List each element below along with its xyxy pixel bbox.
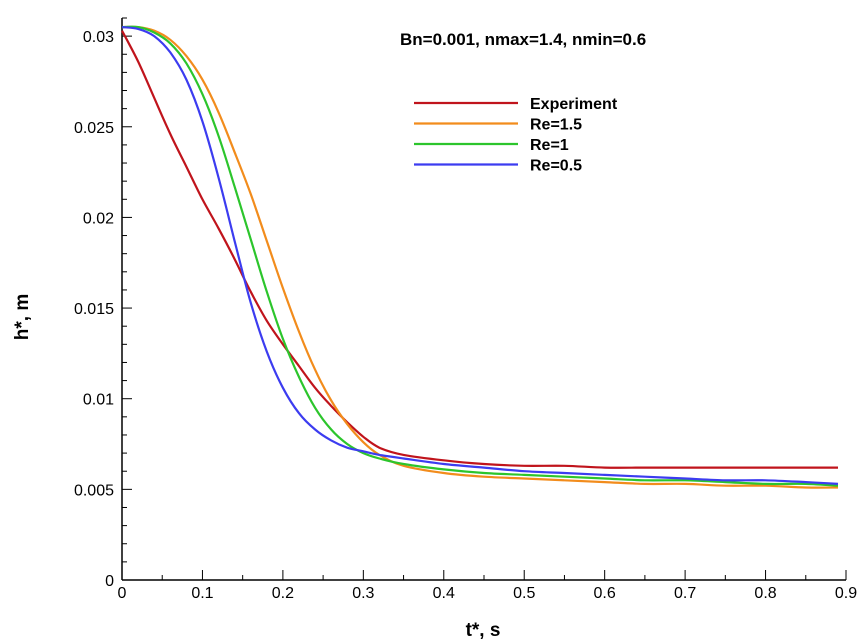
x-tick-label: 0.4 <box>433 585 455 602</box>
series-line-re-0-5 <box>121 26 839 485</box>
legend-label-re-1-5: Re=1.5 <box>530 117 582 134</box>
x-tick-label: 0.8 <box>754 585 776 602</box>
y-tick-label: 0.01 <box>83 392 114 409</box>
series-line-experiment <box>121 30 838 469</box>
legend: Experiment Re=1.5 Re=1 Re=0.5 <box>414 96 618 175</box>
legend-label-re-0-5: Re=0.5 <box>530 158 582 175</box>
x-tick-label: 0.7 <box>674 585 696 602</box>
x-tick-label: 0.1 <box>191 585 213 602</box>
series-line-re-1 <box>121 25 839 487</box>
x-tick-label: 0.5 <box>513 585 535 602</box>
x-tick-label: 0.3 <box>352 585 374 602</box>
chart-annotation: Bn=0.001, nmax=1.4, nmin=0.6 <box>400 30 646 49</box>
x-tick-label: 0.6 <box>594 585 616 602</box>
y-tick-label: 0.02 <box>83 210 114 227</box>
x-axis-label: t*, s <box>466 620 501 641</box>
y-tick-label: 0.005 <box>74 482 114 499</box>
axis-ticks: 0 0.1 0.2 0.3 0.4 0.5 0.6 0.7 0.8 0.9 0 0.005 0.01 0.… <box>74 17 857 602</box>
y-tick-label: 0.015 <box>74 301 114 318</box>
y-tick-label: 0.025 <box>74 120 114 137</box>
series-line-re-1-5 <box>121 25 839 489</box>
legend-label-re-1: Re=1 <box>530 137 569 154</box>
series-lines <box>121 25 839 489</box>
x-tick-label: 0.2 <box>272 585 294 602</box>
y-tick-label: 0.03 <box>83 29 114 46</box>
y-tick-label: 0 <box>105 573 114 590</box>
y-axis-label: h*, m <box>12 294 33 340</box>
x-tick-label: 0.9 <box>835 585 857 602</box>
x-tick-label: 0 <box>118 585 127 602</box>
legend-label-experiment: Experiment <box>530 96 618 113</box>
